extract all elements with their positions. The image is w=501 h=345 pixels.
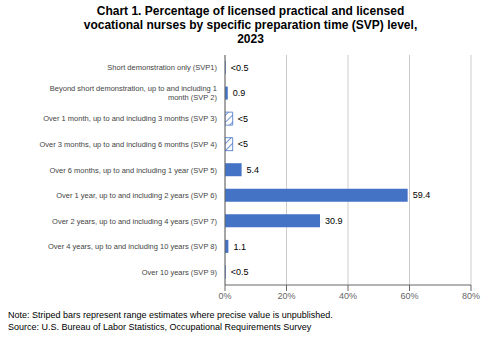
svg-text:Over 1 month, up to and includ: Over 1 month, up to and including 3 mont…: [43, 114, 217, 123]
svg-text:59.4: 59.4: [413, 190, 431, 200]
html-text:Source: U.S. Bureau of Labor S: Source: U.S. Bureau of Labor Statistics,…: [8, 322, 312, 332]
svg-text:<5: <5: [238, 114, 248, 124]
svg-text:60%: 60%: [400, 291, 418, 301]
svg-text:Over 2 years, up to and includ: Over 2 years, up to and including 4 year…: [52, 217, 217, 226]
svg-text:Over 1 year, up to and includi: Over 1 year, up to and including 2 years…: [56, 191, 217, 200]
svg-text:Over 3 months, up to and inclu: Over 3 months, up to and including 6 mon…: [40, 140, 218, 149]
svg-text:Over 10 years (SVP 9): Over 10 years (SVP 9): [142, 268, 218, 277]
svg-text:1.1: 1.1: [233, 242, 246, 252]
svg-text:Short demonstration only (SVP1: Short demonstration only (SVP1): [107, 63, 217, 72]
html-text:Note: Striped bars represent r: Note: Striped bars represent range estim…: [8, 310, 333, 320]
svg-text:30.9: 30.9: [325, 216, 343, 226]
svg-text:5.4: 5.4: [247, 165, 260, 175]
svg-text:Beyond short demonstration, up: Beyond short demonstration, up to and in…: [50, 84, 218, 102]
svg-text:80%: 80%: [462, 291, 480, 301]
svg-text:0%: 0%: [218, 291, 231, 301]
svg-text:0.9: 0.9: [233, 88, 246, 98]
svg-text:<0.5: <0.5: [231, 63, 249, 73]
svg-text:Over 4 years, up to and includ: Over 4 years, up to and including 10 yea…: [48, 242, 218, 251]
svg-text:20%: 20%: [277, 291, 295, 301]
html-text:Chart 1. Percentage of license: Chart 1. Percentage of licensed practica…: [83, 4, 418, 46]
svg-text:40%: 40%: [339, 291, 357, 301]
svg-text:Over 6 months, up to and inclu: Over 6 months, up to and including 1 yea…: [50, 166, 218, 175]
svg-text:<5: <5: [238, 139, 248, 149]
svg-text:<0.5: <0.5: [231, 267, 249, 277]
